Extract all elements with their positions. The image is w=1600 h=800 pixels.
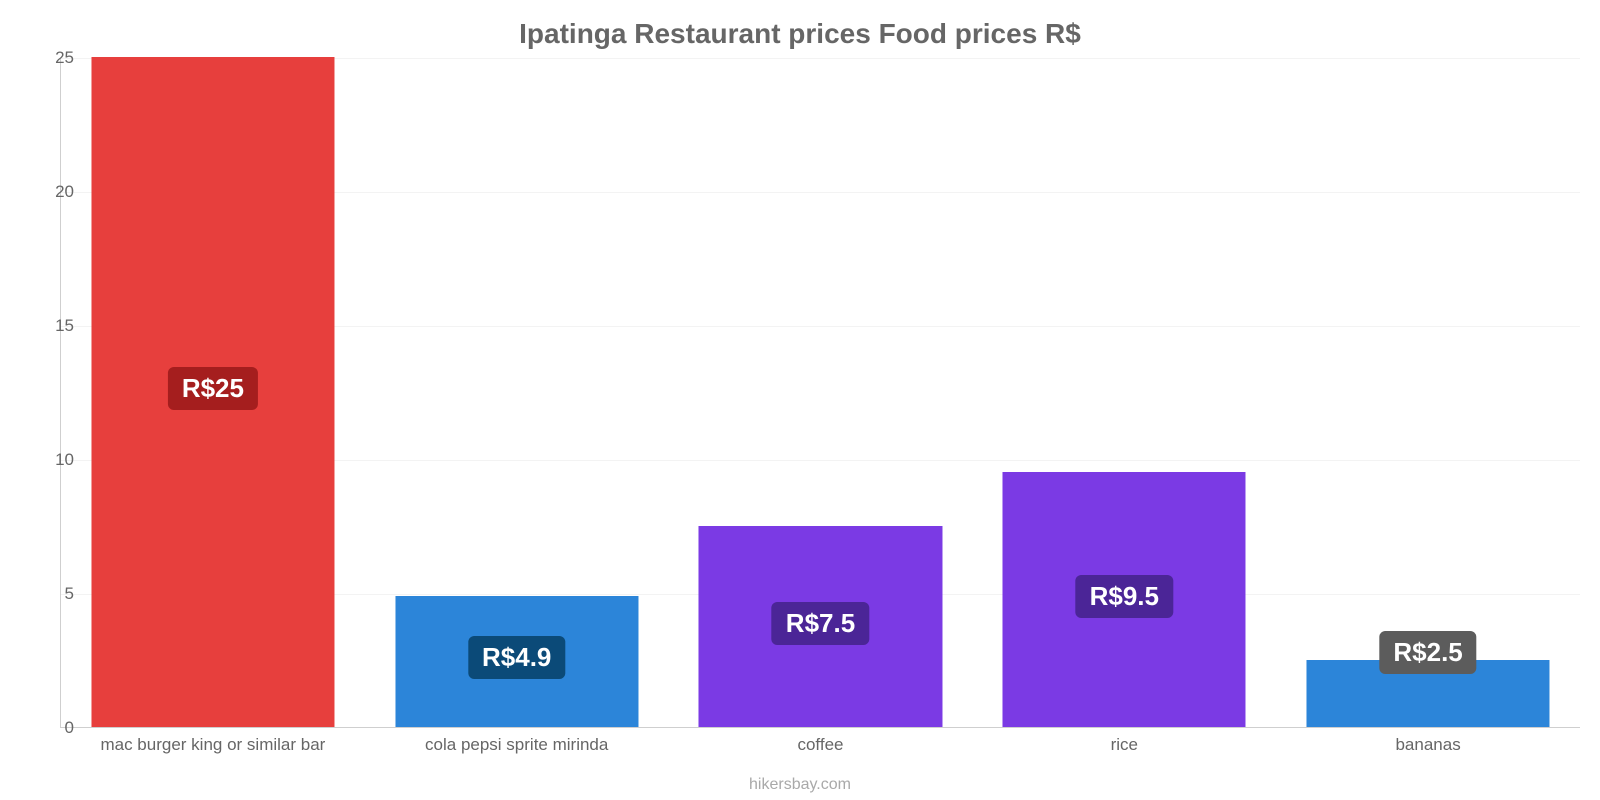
y-tick-label: 5 [34, 584, 74, 604]
source-label: hikersbay.com [0, 776, 1600, 794]
x-tick-label: bananas [1395, 735, 1460, 755]
value-badge: R$4.9 [468, 636, 565, 679]
bars-row: R$25mac burger king or similar barR$4.9c… [61, 58, 1580, 727]
value-badge: R$25 [168, 367, 258, 410]
x-tick-label: coffee [797, 735, 843, 755]
y-tick-label: 20 [34, 182, 74, 202]
bar-slot: R$2.5bananas [1276, 58, 1580, 727]
y-tick-label: 25 [34, 48, 74, 68]
bar-slot: R$7.5coffee [669, 58, 973, 727]
y-tick-label: 15 [34, 316, 74, 336]
x-tick-label: rice [1111, 735, 1138, 755]
chart-title: Ipatinga Restaurant prices Food prices R… [0, 18, 1600, 50]
value-badge: R$7.5 [772, 602, 869, 645]
plot-area: R$25mac burger king or similar barR$4.9c… [60, 58, 1580, 728]
value-badge: R$2.5 [1379, 631, 1476, 674]
chart-container: Ipatinga Restaurant prices Food prices R… [0, 0, 1600, 800]
x-tick-label: cola pepsi sprite mirinda [425, 735, 608, 755]
y-tick-label: 0 [34, 718, 74, 738]
bar-slot: R$25mac burger king or similar bar [61, 58, 365, 727]
bar-slot: R$9.5rice [972, 58, 1276, 727]
value-badge: R$9.5 [1076, 575, 1173, 618]
x-tick-label: mac burger king or similar bar [100, 735, 325, 755]
bar-slot: R$4.9cola pepsi sprite mirinda [365, 58, 669, 727]
y-tick-label: 10 [34, 450, 74, 470]
